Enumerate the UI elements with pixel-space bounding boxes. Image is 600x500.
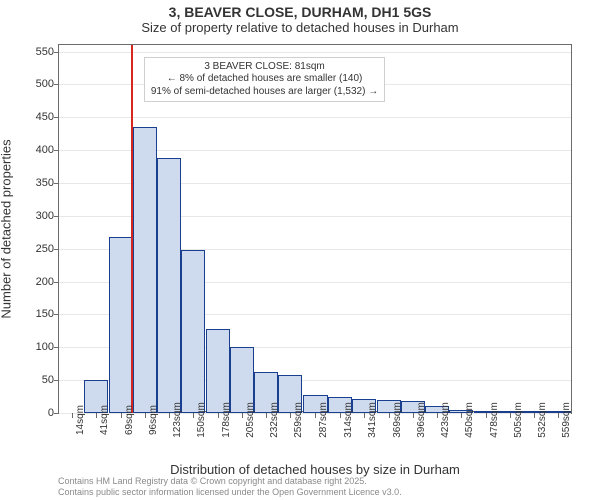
credit-line2: Contains public sector information licen… [58,487,402,498]
xtick-label: 150sqm [196,402,207,438]
xtick-mark [534,413,535,418]
ytick-label: 300 [14,210,54,222]
xtick-label: 287sqm [318,402,329,438]
histogram-bar [206,329,230,413]
credit-text: Contains HM Land Registry data © Crown c… [58,476,402,498]
y-axis-label: Number of detached properties [0,139,14,318]
xtick-mark [218,413,219,418]
annotation-line2: ← 8% of detached houses are smaller (140… [151,73,378,86]
xtick-label: 314sqm [343,402,354,438]
ytick-label: 150 [14,308,54,320]
ytick-label: 50 [14,374,54,386]
xtick-mark [266,413,267,418]
xtick-label: 341sqm [367,402,378,438]
xtick-mark [510,413,511,418]
chart-subtitle: Size of property relative to detached ho… [0,20,600,37]
xtick-label: 96sqm [148,405,159,435]
xtick-mark [145,413,146,418]
xtick-label: 369sqm [392,402,403,438]
ytick-label: 200 [14,276,54,288]
ytick-label: 550 [14,46,54,58]
xtick-mark [290,413,291,418]
annotation-box: 3 BEAVER CLOSE: 81sqm ← 8% of detached h… [144,57,385,103]
chart-container: 3, BEAVER CLOSE, DURHAM, DH1 5GS Size of… [0,0,600,500]
xtick-label: 505sqm [513,402,524,438]
x-axis-label: Distribution of detached houses by size … [58,462,572,477]
xtick-label: 232sqm [269,402,280,438]
xtick-mark [96,413,97,418]
xtick-label: 205sqm [245,402,256,438]
xtick-label: 532sqm [537,402,548,438]
xtick-mark [242,413,243,418]
ytick-label: 400 [14,144,54,156]
ytick-label: 0 [14,407,54,419]
xtick-label: 450sqm [464,402,475,438]
annotation-line1: 3 BEAVER CLOSE: 81sqm [151,61,378,74]
xtick-label: 69sqm [124,405,135,435]
histogram-bar [109,237,133,413]
xtick-mark [437,413,438,418]
ytick-label: 250 [14,243,54,255]
xtick-label: 396sqm [416,402,427,438]
ytick-label: 350 [14,177,54,189]
reference-line [131,45,133,413]
xtick-label: 178sqm [221,402,232,438]
ytick-label: 450 [14,111,54,123]
xtick-mark [364,413,365,418]
histogram-bar [181,250,205,413]
ytick-label: 100 [14,341,54,353]
xtick-mark [558,413,559,418]
xtick-mark [389,413,390,418]
xtick-mark [315,413,316,418]
xtick-mark [193,413,194,418]
xtick-label: 478sqm [489,402,500,438]
annotation-line3: 91% of semi-detached houses are larger (… [151,86,378,99]
xtick-mark [72,413,73,418]
xtick-label: 41sqm [99,405,110,435]
xtick-label: 423sqm [440,402,451,438]
xtick-label: 14sqm [75,405,86,435]
xtick-mark [121,413,122,418]
xtick-mark [461,413,462,418]
xtick-mark [340,413,341,418]
xtick-mark [486,413,487,418]
ytick-label: 500 [14,78,54,90]
xtick-label: 123sqm [172,402,183,438]
credit-line1: Contains HM Land Registry data © Crown c… [58,476,402,487]
xtick-mark [169,413,170,418]
ytick-mark [54,413,59,414]
plot-area: 3 BEAVER CLOSE: 81sqm ← 8% of detached h… [58,44,572,414]
xtick-label: 259sqm [293,402,304,438]
histogram-bar [157,158,181,413]
chart-title: 3, BEAVER CLOSE, DURHAM, DH1 5GS [0,0,600,20]
xtick-mark [413,413,414,418]
xtick-label: 559sqm [561,402,572,438]
histogram-bar [133,127,157,413]
